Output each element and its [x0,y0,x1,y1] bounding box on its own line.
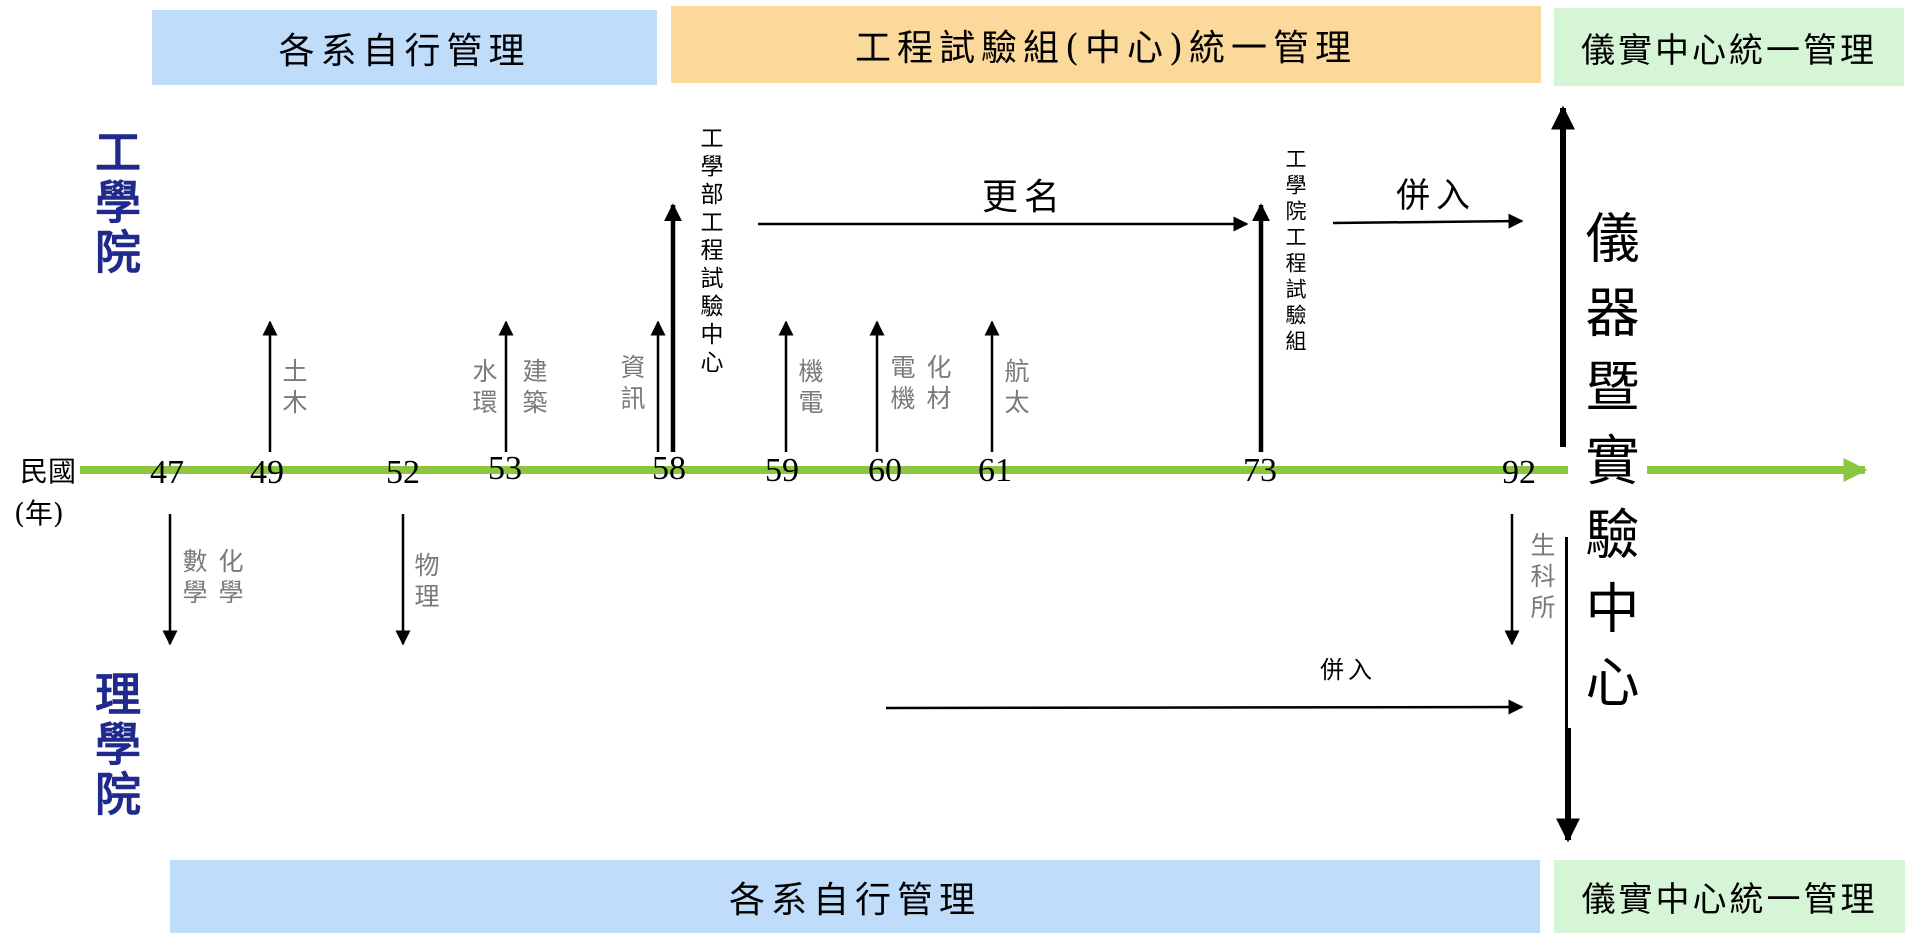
band-bottom-dept-managed: 各系自行管理 [170,860,1540,933]
year-52: 52 [386,454,420,491]
band-top-test-group-managed: 工程試驗組(中心)統一管理 [671,6,1541,83]
event-eng-test-group: 工學院工程試驗組 [1283,148,1307,356]
dept-info: 資訊 [617,354,646,416]
dept-civil: 土木 [279,358,308,420]
event-eng-test-center: 工學部工程試驗中心 [696,126,722,378]
band-top-center-managed: 儀實中心統一管理 [1554,8,1904,86]
band-bottom-center-label: 儀實中心統一管理 [1581,880,1878,920]
college-engineering: 工學院 [88,128,142,278]
event-merge-top: 併入 [1396,176,1476,216]
dept-aero: 航太 [1001,358,1030,420]
axis-label-era: 民國 [20,455,77,488]
year-49: 49 [250,454,284,491]
dept-mech-elec: 機電 [795,358,824,420]
dept-math: 數學 [179,548,208,610]
band-bottom-dept-managed-label: 各系自行管理 [728,879,981,921]
band-top-dept-managed: 各系自行管理 [152,10,657,85]
year-73: 73 [1243,452,1277,489]
instrument-center-title: 儀器暨實驗中心 [1568,210,1647,728]
year-61: 61 [978,452,1012,489]
dept-chemistry: 化學 [215,548,244,610]
year-59: 59 [765,452,799,489]
arrow-merge-bottom [885,699,1524,715]
year-92: 92 [1502,454,1536,491]
dept-electrical: 電機 [887,354,916,416]
band-bottom-center-managed: 儀實中心統一管理 [1554,860,1905,933]
college-science: 理學院 [88,670,142,820]
band-top-dept-managed-label: 各系自行管理 [278,30,531,72]
band-top-test-group-label: 工程試驗組(中心)統一管理 [854,27,1358,69]
dept-chem-mat: 化材 [923,354,952,416]
dept-water-env: 水環 [469,358,498,420]
dept-bio: 生科所 [1527,532,1556,625]
year-58: 58 [652,450,686,487]
dept-architecture: 建築 [519,358,548,420]
band-top-center-label: 儀實中心統一管理 [1581,30,1877,71]
year-47: 47 [150,454,184,491]
year-53: 53 [488,450,522,487]
arrow-merge-top [1332,213,1524,229]
event-rename: 更名 [982,177,1067,218]
year-60: 60 [868,452,902,489]
event-merge-bottom: 併入 [1320,656,1376,684]
axis-label-unit: (年) [14,497,64,530]
dept-physics: 物理 [411,552,440,614]
